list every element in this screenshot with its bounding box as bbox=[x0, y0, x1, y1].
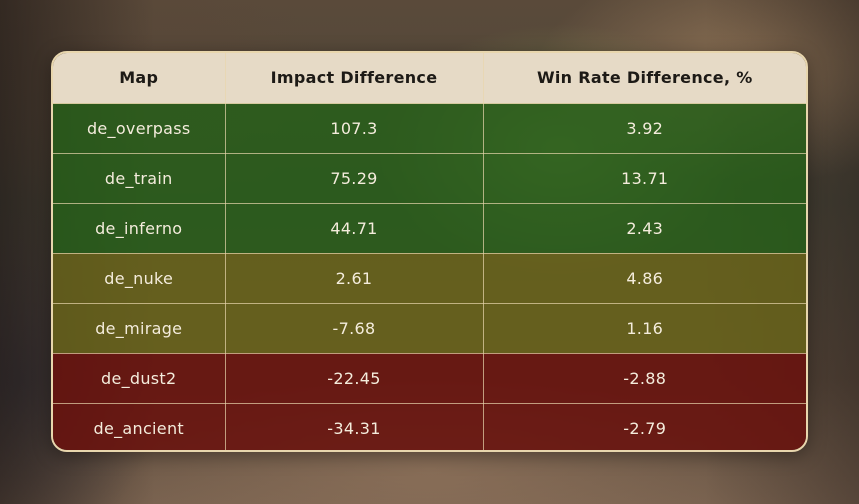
table-row: de_nuke 2.61 4.86 bbox=[53, 253, 806, 304]
impact-difference-cell: -34.31 bbox=[225, 403, 484, 450]
win-rate-difference-cell: -2.79 bbox=[483, 403, 806, 450]
map-cell: de_dust2 bbox=[53, 353, 226, 404]
win-rate-difference-cell: 3.92 bbox=[483, 103, 806, 154]
column-header-win-rate-difference: Win Rate Difference, % bbox=[483, 53, 806, 104]
win-rate-difference-cell: -2.88 bbox=[483, 353, 806, 404]
table-row: de_inferno 44.71 2.43 bbox=[53, 203, 806, 254]
table-row: de_mirage -7.68 1.16 bbox=[53, 303, 806, 354]
column-header-map: Map bbox=[53, 53, 226, 104]
impact-difference-cell: 2.61 bbox=[225, 253, 484, 304]
impact-difference-cell: 75.29 bbox=[225, 153, 484, 204]
impact-difference-cell: -22.45 bbox=[225, 353, 484, 404]
table-header-row: Map Impact Difference Win Rate Differenc… bbox=[53, 53, 806, 104]
column-header-impact-difference: Impact Difference bbox=[225, 53, 484, 104]
map-stats-table-card: Map Impact Difference Win Rate Differenc… bbox=[51, 51, 808, 452]
impact-difference-cell: 44.71 bbox=[225, 203, 484, 254]
win-rate-difference-cell: 2.43 bbox=[483, 203, 806, 254]
map-cell: de_ancient bbox=[53, 403, 226, 450]
map-cell: de_mirage bbox=[53, 303, 226, 354]
map-cell: de_train bbox=[53, 153, 226, 204]
impact-difference-cell: -7.68 bbox=[225, 303, 484, 354]
map-stats-table: Map Impact Difference Win Rate Differenc… bbox=[53, 53, 806, 450]
table-row: de_train 75.29 13.71 bbox=[53, 153, 806, 204]
win-rate-difference-cell: 13.71 bbox=[483, 153, 806, 204]
map-cell: de_overpass bbox=[53, 103, 226, 154]
map-cell: de_inferno bbox=[53, 203, 226, 254]
impact-difference-cell: 107.3 bbox=[225, 103, 484, 154]
table-row: de_overpass 107.3 3.92 bbox=[53, 103, 806, 154]
table-row: de_dust2 -22.45 -2.88 bbox=[53, 353, 806, 404]
table-row: de_ancient -34.31 -2.79 bbox=[53, 403, 806, 450]
map-cell: de_nuke bbox=[53, 253, 226, 304]
win-rate-difference-cell: 4.86 bbox=[483, 253, 806, 304]
win-rate-difference-cell: 1.16 bbox=[483, 303, 806, 354]
